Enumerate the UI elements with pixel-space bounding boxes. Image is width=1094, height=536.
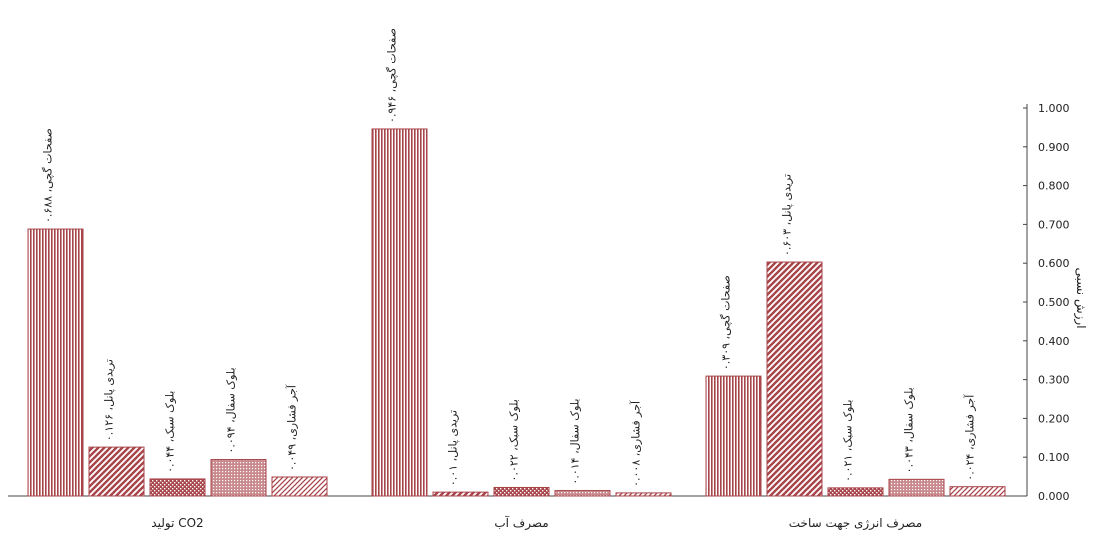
data-labels-layer: صفحات گچی، ۰.۶۸۸ تریدی پانل، ۰.۱۲۶ بلوک سب…	[42, 28, 977, 487]
bar	[554, 490, 611, 497]
data-label: آجر فشاری، ۰.۰۲۴	[963, 394, 977, 481]
y-tick-label: 1.000	[1038, 102, 1070, 115]
data-label: صفحات گچی، ۰.۳۰۹	[720, 275, 733, 370]
category-label: مصرف انرژی جهت ساخت	[789, 516, 922, 531]
bar	[766, 261, 823, 497]
y-tick-label: 0.800	[1038, 180, 1070, 193]
y-axis-label: ارزش نسبی	[1073, 267, 1088, 328]
bar	[827, 487, 884, 497]
category-label: مصرف آب	[494, 515, 548, 531]
y-tick-label: 0.200	[1038, 412, 1070, 425]
y-tick-label: 0.100	[1038, 451, 1070, 464]
bar	[210, 459, 267, 497]
y-tick-label: 0.300	[1038, 374, 1070, 387]
bar	[432, 491, 489, 497]
bar	[371, 128, 428, 497]
data-label: آجر فشاری، ۰.۰۰۸	[629, 400, 643, 487]
data-label: تریدی پانل، ۰.۶۰۳	[781, 174, 794, 256]
y-tick-label: 0.500	[1038, 296, 1070, 309]
data-label: بلوک سفال، ۰.۰۹۴	[225, 367, 238, 453]
y-tick-label: 0.700	[1038, 218, 1070, 231]
data-label: آجر فشاری، ۰.۰۴۹	[285, 384, 299, 471]
data-label: بلوک سفال، ۰.۰۱۴	[569, 399, 582, 485]
y-tick-label: 0.000	[1038, 490, 1070, 503]
bar	[949, 486, 1006, 497]
bar	[493, 486, 550, 497]
data-label: بلوک سبک، ۰.۰۲۱	[842, 400, 855, 482]
y-tick-label: 0.600	[1038, 257, 1070, 270]
data-label: تریدی پانل، ۰.۱۲۶	[103, 359, 116, 441]
bar	[271, 476, 328, 497]
bar	[888, 478, 945, 497]
bar	[705, 375, 762, 497]
bars-layer	[27, 128, 1006, 497]
bar	[27, 228, 84, 497]
data-label: بلوک سبک، ۰.۰۴۴	[164, 391, 177, 473]
data-label: بلوک سفال، ۰.۰۴۳	[903, 387, 916, 473]
bar	[615, 492, 672, 497]
data-label: بلوک سبک، ۰.۰۲۲	[508, 399, 521, 481]
y-tick-label: 0.900	[1038, 141, 1070, 154]
y-tick-label: 0.400	[1038, 335, 1070, 348]
data-label: تریدی پانل، ۰.۰۱	[447, 410, 460, 486]
bar	[88, 446, 145, 497]
bar	[149, 478, 206, 497]
category-label: تولید CO2	[151, 516, 203, 531]
category-labels-layer: تولید CO2 مصرف آب مصرف انرژی جهت ساخت	[151, 515, 922, 531]
data-label: صفحات گچی، ۰.۶۸۸	[42, 128, 55, 223]
data-label: صفحات گچی، ۰.۹۴۶	[386, 28, 399, 123]
